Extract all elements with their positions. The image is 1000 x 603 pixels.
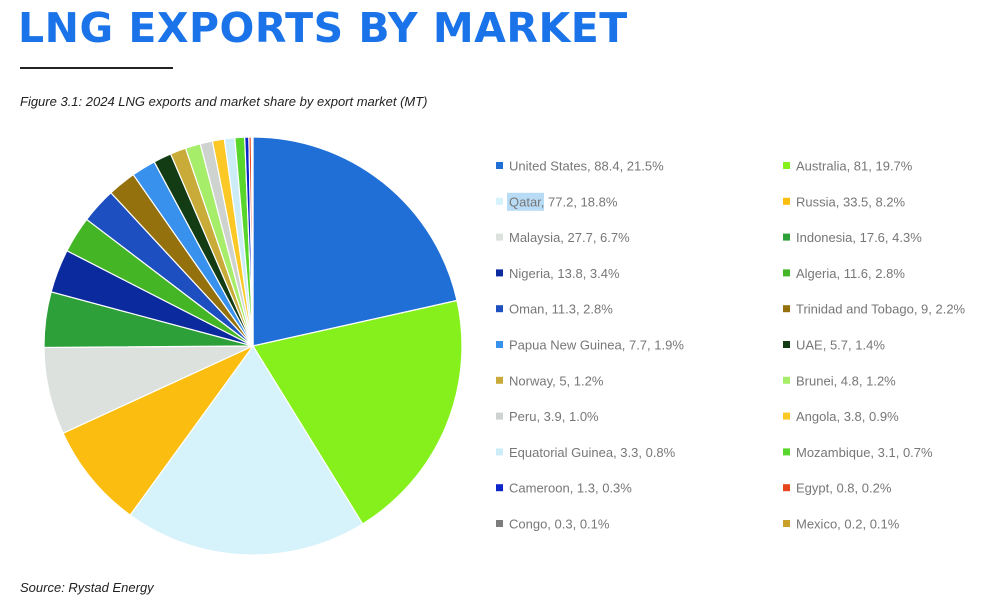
legend-label: United States, 88.4, 21.5%	[509, 159, 664, 174]
figure-caption: Figure 3.1: 2024 LNG exports and market …	[20, 94, 428, 109]
legend-swatch	[783, 412, 790, 420]
pie-slice-mexico	[251, 136, 254, 347]
legend-label: Algeria, 11.6, 2.8%	[796, 266, 905, 281]
legend-swatch	[783, 162, 790, 169]
legend-swatch	[496, 448, 503, 456]
legend-item-algeria: Algeria, 11.6, 2.8%	[783, 266, 905, 281]
legend-item-egypt: Egypt, 0.8, 0.2%	[783, 481, 892, 496]
legend-item-cameroon: Cameroon, 1.3, 0.3%	[496, 481, 632, 496]
pie-slice-qatar	[129, 344, 364, 556]
legend-swatch	[496, 197, 503, 205]
source-note: Source: Rystad Energy	[20, 580, 154, 595]
legend-label: Angola, 3.8, 0.9%	[796, 409, 899, 424]
legend-label: Russia, 33.5, 8.2%	[796, 194, 906, 209]
legend-item-nigeria: Nigeria, 13.8, 3.4%	[496, 266, 620, 281]
text-selection-highlight	[507, 192, 544, 211]
legend-label: Oman, 11.3, 2.8%	[509, 302, 613, 317]
legend-swatch	[783, 305, 790, 313]
legend-item-trinidad-and-tobago: Trinidad and Tobago, 9, 2.2%	[783, 302, 966, 317]
legend-item-mexico: Mexico, 0.2, 0.1%	[783, 517, 900, 532]
legend-item-russia: Russia, 33.5, 8.2%	[783, 194, 906, 209]
legend-item-papua-new-guinea: Papua New Guinea, 7.7, 1.9%	[496, 338, 684, 353]
legend-item-malaysia: Malaysia, 27.7, 6.7%	[496, 230, 630, 245]
legend-item-equatorial-guinea: Equatorial Guinea, 3.3, 0.8%	[496, 445, 676, 460]
legend-swatch	[783, 197, 790, 205]
legend-label: Peru, 3.9, 1.0%	[509, 409, 599, 424]
legend-swatch	[496, 484, 503, 492]
legend-item-united-states: United States, 88.4, 21.5%	[496, 159, 664, 174]
page-title: LNG EXPORTS BY MARKET	[18, 4, 628, 52]
legend-swatch	[783, 269, 790, 277]
legend-label: UAE, 5.7, 1.4%	[796, 338, 885, 353]
legend-item-indonesia: Indonesia, 17.6, 4.3%	[783, 230, 922, 245]
legend-label: Qatar, 77.2, 18.8%	[509, 194, 618, 209]
legend-item-brunei: Brunei, 4.8, 1.2%	[783, 373, 896, 388]
pie-slice-united-states	[252, 136, 458, 347]
legend-label: Indonesia, 17.6, 4.3%	[796, 230, 922, 245]
legend-item-angola: Angola, 3.8, 0.9%	[783, 409, 899, 424]
legend-label: Norway, 5, 1.2%	[509, 373, 604, 388]
legend-item-norway: Norway, 5, 1.2%	[496, 373, 604, 388]
legend-label: Mexico, 0.2, 0.1%	[796, 517, 900, 532]
legend-swatch	[496, 520, 503, 527]
legend-item-qatar: Qatar, 77.2, 18.8%	[496, 192, 618, 211]
legend-label: Mozambique, 3.1, 0.7%	[796, 445, 933, 460]
legend-item-mozambique: Mozambique, 3.1, 0.7%	[783, 445, 933, 460]
legend-label: Nigeria, 13.8, 3.4%	[509, 266, 620, 281]
legend: United States, 88.4, 21.5% Australia, 81,…	[496, 159, 966, 532]
legend-swatch	[496, 376, 503, 384]
legend-swatch	[783, 376, 790, 384]
legend-label: Malaysia, 27.7, 6.7%	[509, 230, 630, 245]
legend-item-oman: Oman, 11.3, 2.8%	[496, 302, 613, 317]
legend-label: Australia, 81, 19.7%	[796, 159, 913, 174]
legend-swatch	[783, 448, 790, 456]
pie-slice-russia	[62, 344, 255, 516]
legend-item-congo: Congo, 0.3, 0.1%	[496, 517, 610, 532]
legend-swatch	[496, 162, 503, 169]
legend-swatch	[783, 484, 790, 492]
legend-item-australia: Australia, 81, 19.7%	[783, 159, 913, 174]
legend-label: Equatorial Guinea, 3.3, 0.8%	[509, 445, 676, 460]
legend-label: Trinidad and Tobago, 9, 2.2%	[796, 302, 966, 317]
legend-swatch	[496, 412, 503, 420]
legend-swatch	[783, 520, 790, 527]
legend-swatch	[496, 269, 503, 277]
legend-swatch	[783, 233, 790, 241]
legend-swatch	[496, 305, 503, 313]
legend-swatch	[496, 341, 503, 348]
legend-label: Papua New Guinea, 7.7, 1.9%	[509, 338, 684, 353]
legend-swatch	[783, 341, 790, 348]
legend-label: Congo, 0.3, 0.1%	[509, 517, 610, 532]
legend-item-peru: Peru, 3.9, 1.0%	[496, 409, 599, 424]
legend-label: Cameroon, 1.3, 0.3%	[509, 481, 632, 496]
title-underline	[20, 67, 173, 69]
pie-slice-australia	[252, 299, 463, 525]
pie-slices	[43, 136, 463, 556]
legend-label: Egypt, 0.8, 0.2%	[796, 481, 892, 496]
legend-swatch	[496, 233, 503, 241]
legend-label: Brunei, 4.8, 1.2%	[796, 373, 896, 388]
legend-item-uae: UAE, 5.7, 1.4%	[783, 338, 885, 353]
